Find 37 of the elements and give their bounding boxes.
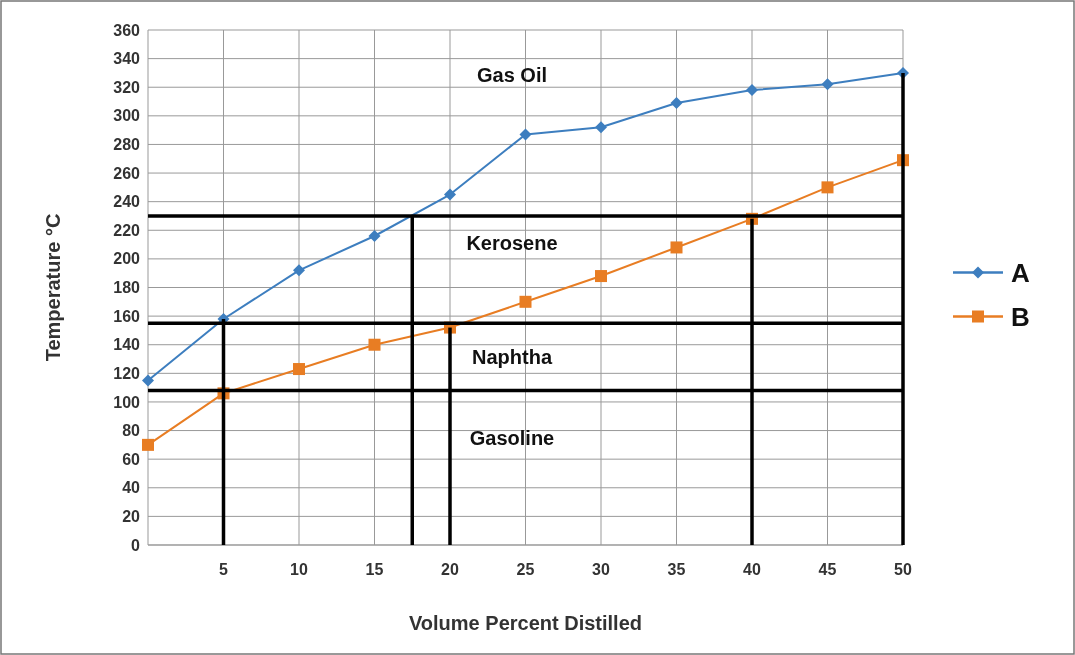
x-tick-label: 15 — [365, 561, 384, 578]
annotation: Gas Oil — [476, 64, 548, 86]
y-tick-label: 240 — [113, 193, 141, 211]
y-tick-label: 320 — [113, 78, 141, 96]
y-tick-label: 200 — [113, 250, 141, 268]
x-tick-label: 35 — [667, 561, 686, 578]
y-tick-label: 40 — [122, 479, 141, 497]
x-axis-title: Volume Percent Distilled — [408, 612, 643, 634]
annotation: Naphtha — [472, 346, 553, 368]
y-tick-label: 100 — [113, 393, 141, 411]
x-tick-label: 30 — [592, 561, 610, 578]
y-tick-label: 0 — [131, 536, 141, 554]
x-tick-label: 50 — [894, 561, 912, 578]
y-tick-label: 120 — [113, 364, 141, 382]
x-tick-label: 25 — [516, 561, 535, 578]
y-axis-title: Temperature °C — [42, 213, 64, 362]
x-tick-label: 40 — [743, 561, 761, 578]
y-tick-label: 20 — [122, 507, 141, 525]
y-tick-label: 360 — [113, 21, 141, 39]
y-tick-label: 160 — [113, 307, 141, 325]
y-tick-label: 220 — [113, 221, 141, 239]
y-tick-label: 140 — [113, 336, 141, 354]
legend-label: A — [1011, 257, 1030, 288]
y-tick-label: 280 — [113, 136, 141, 154]
annotation: Gasoline — [469, 427, 555, 449]
y-tick-label: 260 — [113, 164, 141, 182]
x-tick-label: 20 — [441, 561, 459, 578]
x-tick-label: 10 — [290, 561, 308, 578]
y-tick-label: 180 — [113, 279, 141, 297]
legend-label: B — [1011, 301, 1030, 332]
y-tick-label: 80 — [122, 422, 141, 440]
x-tick-label: 45 — [818, 561, 837, 578]
y-tick-label: 340 — [113, 50, 141, 68]
y-tick-label: 300 — [113, 107, 141, 125]
y-tick-label: 60 — [122, 450, 141, 468]
annotation: Kerosene — [466, 232, 558, 254]
x-tick-label: 5 — [219, 561, 229, 578]
